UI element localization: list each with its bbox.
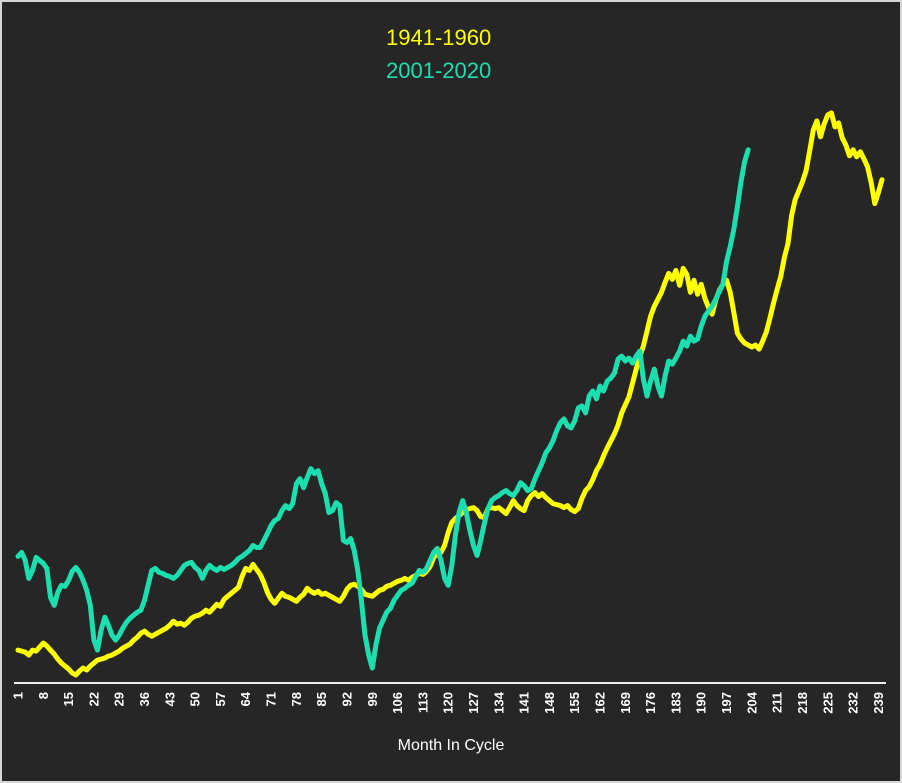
x-tick-label: 78 [289, 692, 304, 706]
x-tick-label: 85 [314, 692, 329, 706]
x-tick-label: 204 [744, 691, 759, 713]
x-tick-label: 113 [415, 692, 430, 713]
x-tick-label: 141 [517, 692, 532, 714]
x-tick-label: 232 [846, 692, 861, 714]
x-tick-label: 190 [694, 692, 709, 714]
x-tick-label: 218 [795, 692, 810, 714]
x-axis-tick-labels: 1 8 15 22 29 36 43 50 57 64 71 78 85 92 99 106 113 120 127… [11, 691, 886, 713]
x-tick-label: 57 [213, 692, 228, 706]
x-tick-label: 176 [643, 692, 658, 714]
x-tick-label: 99 [365, 692, 380, 706]
series-line-1941-1960 [15, 110, 885, 678]
x-tick-label: 22 [86, 692, 101, 706]
x-tick-label: 239 [871, 692, 886, 714]
x-tick-label: 106 [390, 692, 405, 714]
x-tick-label: 1 [11, 692, 26, 699]
x-tick-label: 36 [137, 692, 152, 706]
x-tick-label: 92 [340, 692, 355, 706]
x-tick-label: 127 [466, 692, 481, 714]
x-tick-label: 64 [238, 691, 253, 706]
series-lines [15, 110, 885, 678]
legend-label-2001-2020: 2001-2020 [386, 58, 491, 83]
x-tick-label: 134 [491, 691, 506, 713]
x-tick-label: 8 [36, 692, 51, 699]
x-tick-label: 211 [770, 692, 785, 713]
x-tick-label: 15 [61, 692, 76, 706]
x-tick-label: 148 [542, 692, 557, 714]
x-tick-label: 71 [264, 692, 279, 706]
x-tick-label: 120 [441, 692, 456, 714]
x-axis-title: Month In Cycle [398, 737, 505, 754]
x-tick-label: 43 [162, 692, 177, 706]
series-line-2001-2020 [15, 147, 751, 671]
legend-label-1941-1960: 1941-1960 [386, 25, 491, 50]
x-tick-label: 197 [719, 692, 734, 714]
x-tick-label: 225 [820, 692, 835, 714]
x-tick-label: 50 [188, 692, 203, 706]
x-tick-label: 155 [567, 692, 582, 714]
x-tick-label: 29 [112, 692, 127, 706]
x-tick-label: 183 [668, 692, 683, 714]
x-tick-label: 169 [618, 692, 633, 714]
x-tick-label: 162 [593, 692, 608, 714]
